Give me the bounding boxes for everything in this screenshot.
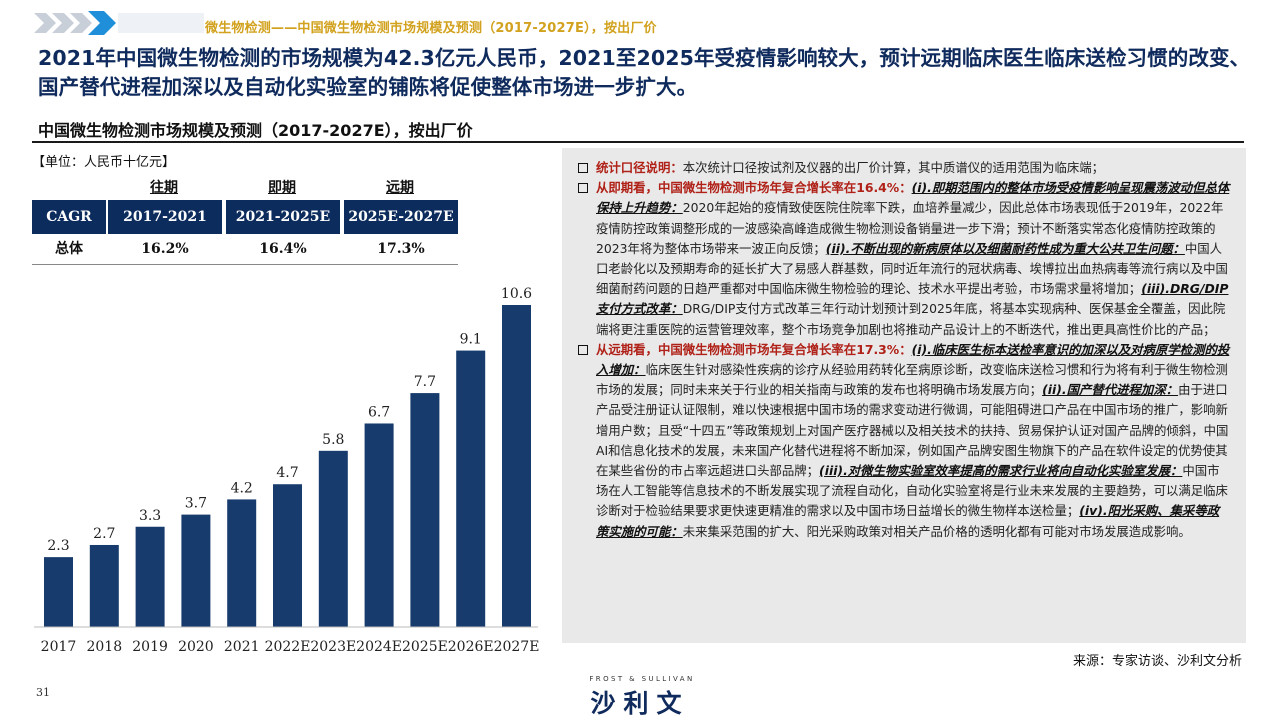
bar-value-label: 2.7 — [93, 526, 115, 542]
bar-value-label: 3.3 — [139, 508, 161, 524]
note-lead: 统计口径说明： — [596, 160, 683, 175]
driver-text: 中国市场在人工智能等信息技术的不断发展实现了流程自动化，自动化实验室将是行业未来… — [596, 463, 1228, 519]
driver-text: 临床医生针对感染性疾病的诊疗从经验用药转化至病原诊断，改变临床送检习惯和行为将有… — [596, 362, 1228, 398]
cagr-range-cell: 2017-2021 — [108, 200, 222, 234]
cagr-table: 往期 即期 远期 CAGR 2017-2021 2021-2025E 2025E… — [32, 174, 458, 265]
bar-2022E — [273, 484, 302, 627]
bar-value-label: 9.1 — [460, 332, 482, 348]
cagr-period-row: 往期 即期 远期 — [32, 174, 458, 198]
near-term-paragraph: 从即期看，中国微生物检测市场年复合增长率在16.4%：(i).即期范围内的整体市… — [578, 178, 1230, 340]
page-headline: 2021年中国微生物检测的市场规模为42.3亿元人民币，2021至2025年受疫… — [38, 46, 1251, 99]
driver-heading: (iv).阳光采购、集采等政策实施的可能： — [596, 503, 1220, 539]
driver-text: 2020年起始的疫情致使医院住院率下跌，血培养量减少，因此总体市场表现低于201… — [596, 200, 1224, 256]
page-number: 31 — [36, 686, 50, 699]
bar-2027E — [502, 305, 531, 627]
bar-2025E — [410, 393, 440, 627]
commentary-panel: 统计口径说明：本次统计口径按试剂及仪器的出厂价计算，其中质谱仪的适用范围为临床端… — [562, 148, 1246, 643]
cagr-range-cell: 2025E-2027E — [344, 200, 458, 234]
driver-heading: (i).即期范围内的整体市场受疫情影响呈现震荡波动但总体保持上升趋势： — [596, 180, 1230, 216]
long-term-lead: 从远期看，中国微生物检测市场年复合增长率在17.3%： — [596, 341, 912, 357]
period-label: 往期 — [150, 180, 178, 196]
cagr-row-label: 总体 — [55, 241, 83, 257]
driver-heading: (ii).不断出现的新病原体以及细菌耐药性成为重大公共卫生问题： — [825, 240, 1185, 256]
checkbox-bullet-icon — [578, 183, 588, 194]
bar-2020 — [181, 514, 211, 627]
breadcrumb: 微生物检测——中国微生物检测市场规模及预测（2017-2027E），按出厂价 — [205, 21, 657, 36]
cagr-range-cell: 2021-2025E — [226, 200, 340, 234]
title-divider — [32, 141, 1244, 143]
x-tick-label: 2021 — [224, 639, 260, 655]
checkbox-bullet-icon — [578, 344, 588, 355]
cagr-value-cell: 16.2% — [141, 241, 189, 257]
bar-value-label: 3.7 — [185, 496, 207, 512]
bar-value-label: 2.3 — [47, 538, 69, 554]
driver-heading: (ii).国产替代进程加深： — [1042, 382, 1179, 398]
bar-2018 — [89, 544, 119, 627]
x-tick-label: 2019 — [132, 639, 168, 655]
bar-2019 — [135, 526, 165, 627]
cagr-value-cell: 17.3% — [377, 241, 425, 257]
cagr-header-label: CAGR — [32, 200, 106, 234]
bar-value-label: 7.7 — [414, 374, 436, 390]
bar-value-label: 10.6 — [501, 286, 532, 302]
long-term-paragraph: 从远期看，中国微生物检测市场年复合增长率在17.3%：(i).临床医生标本送检率… — [578, 340, 1230, 542]
driver-heading: (iii).DRG/DIP支付方式改革： — [596, 281, 1229, 317]
x-tick-label: 2025E — [402, 639, 448, 655]
chart-title: 中国微生物检测市场规模及预测（2017-2027E），按出厂价 — [38, 121, 473, 140]
driver-text: 中国人口老龄化以及预期寿命的延长扩大了易感人群基数，同时近年流行的冠状病毒、埃博… — [596, 240, 1228, 297]
driver-text: 由于进口产品受注册证认证限制，难以快速根据中国市场的需求变动进行微调，可能阻碍进… — [596, 382, 1229, 479]
cagr-value-row: 总体 16.2% 16.4% 17.3% — [32, 234, 458, 265]
market-size-bar-chart: 2.3 2017 2.7 2018 3.3 2019 3.7 2020 4.2 2021 4.7 20… — [34, 286, 540, 655]
bar-value-label: 6.7 — [368, 404, 390, 420]
x-tick-label: 2020 — [178, 639, 214, 655]
x-tick-label: 2018 — [86, 639, 122, 655]
x-tick-label: 2027E — [494, 639, 540, 655]
near-term-lead: 从即期看，中国微生物检测市场年复合增长率在16.4%： — [596, 180, 912, 196]
driver-text: 未来集采范围的扩大、阳光采购政策对相关产品价格的透明化都有可能对市场发展造成影响… — [682, 523, 1191, 539]
bar-2023E — [318, 450, 348, 627]
chevron-arrows-icon — [34, 11, 204, 35]
bar-value-label: 4.2 — [231, 480, 253, 496]
bar-2026E — [456, 350, 486, 627]
x-tick-label: 2017 — [41, 639, 77, 655]
note-text: 本次统计口径按试剂及仪器的出厂价计算，其中质谱仪的适用范围为临床端； — [682, 160, 1105, 175]
cagr-header-row: CAGR 2017-2021 2021-2025E 2025E-2027E — [32, 200, 458, 234]
bar-value-label: 5.8 — [322, 432, 344, 448]
period-label: 远期 — [386, 180, 414, 196]
driver-text: DRG/DIP支付方式改革三年行动计划预计到2025年底，将基本实现病种、医保基… — [596, 301, 1226, 337]
checkbox-bullet-icon — [578, 163, 588, 173]
cagr-value-cell: 16.4% — [259, 241, 307, 257]
x-tick-label: 2023E — [310, 639, 356, 655]
bar-value-label: 4.7 — [276, 465, 298, 481]
logo: 沙利文 — [590, 689, 690, 718]
x-tick-label: 2024E — [356, 639, 402, 655]
x-tick-label: 2026E — [448, 639, 494, 655]
driver-heading: (iii).对微生物实验室效率提高的需求行业将向自动化实验室发展： — [819, 463, 1183, 479]
driver-heading: (i).临床医生标本送检率意识的加深以及对病原学检测的投入增加： — [596, 341, 1230, 378]
bar-2021 — [227, 499, 257, 627]
logo-wordmark: FROST & SULLIVAN — [589, 675, 695, 683]
period-label: 即期 — [268, 180, 296, 196]
note-paragraph: 统计口径说明：本次统计口径按试剂及仪器的出厂价计算，其中质谱仪的适用范围为临床端… — [578, 158, 1230, 178]
x-tick-label: 2022E — [265, 639, 311, 655]
unit-label: 【单位：人民币十亿元】 — [32, 155, 176, 170]
source-note: 来源：专家访谈、沙利文分析 — [1072, 654, 1242, 669]
bar-2017 — [44, 557, 73, 627]
bar-2024E — [364, 423, 394, 627]
